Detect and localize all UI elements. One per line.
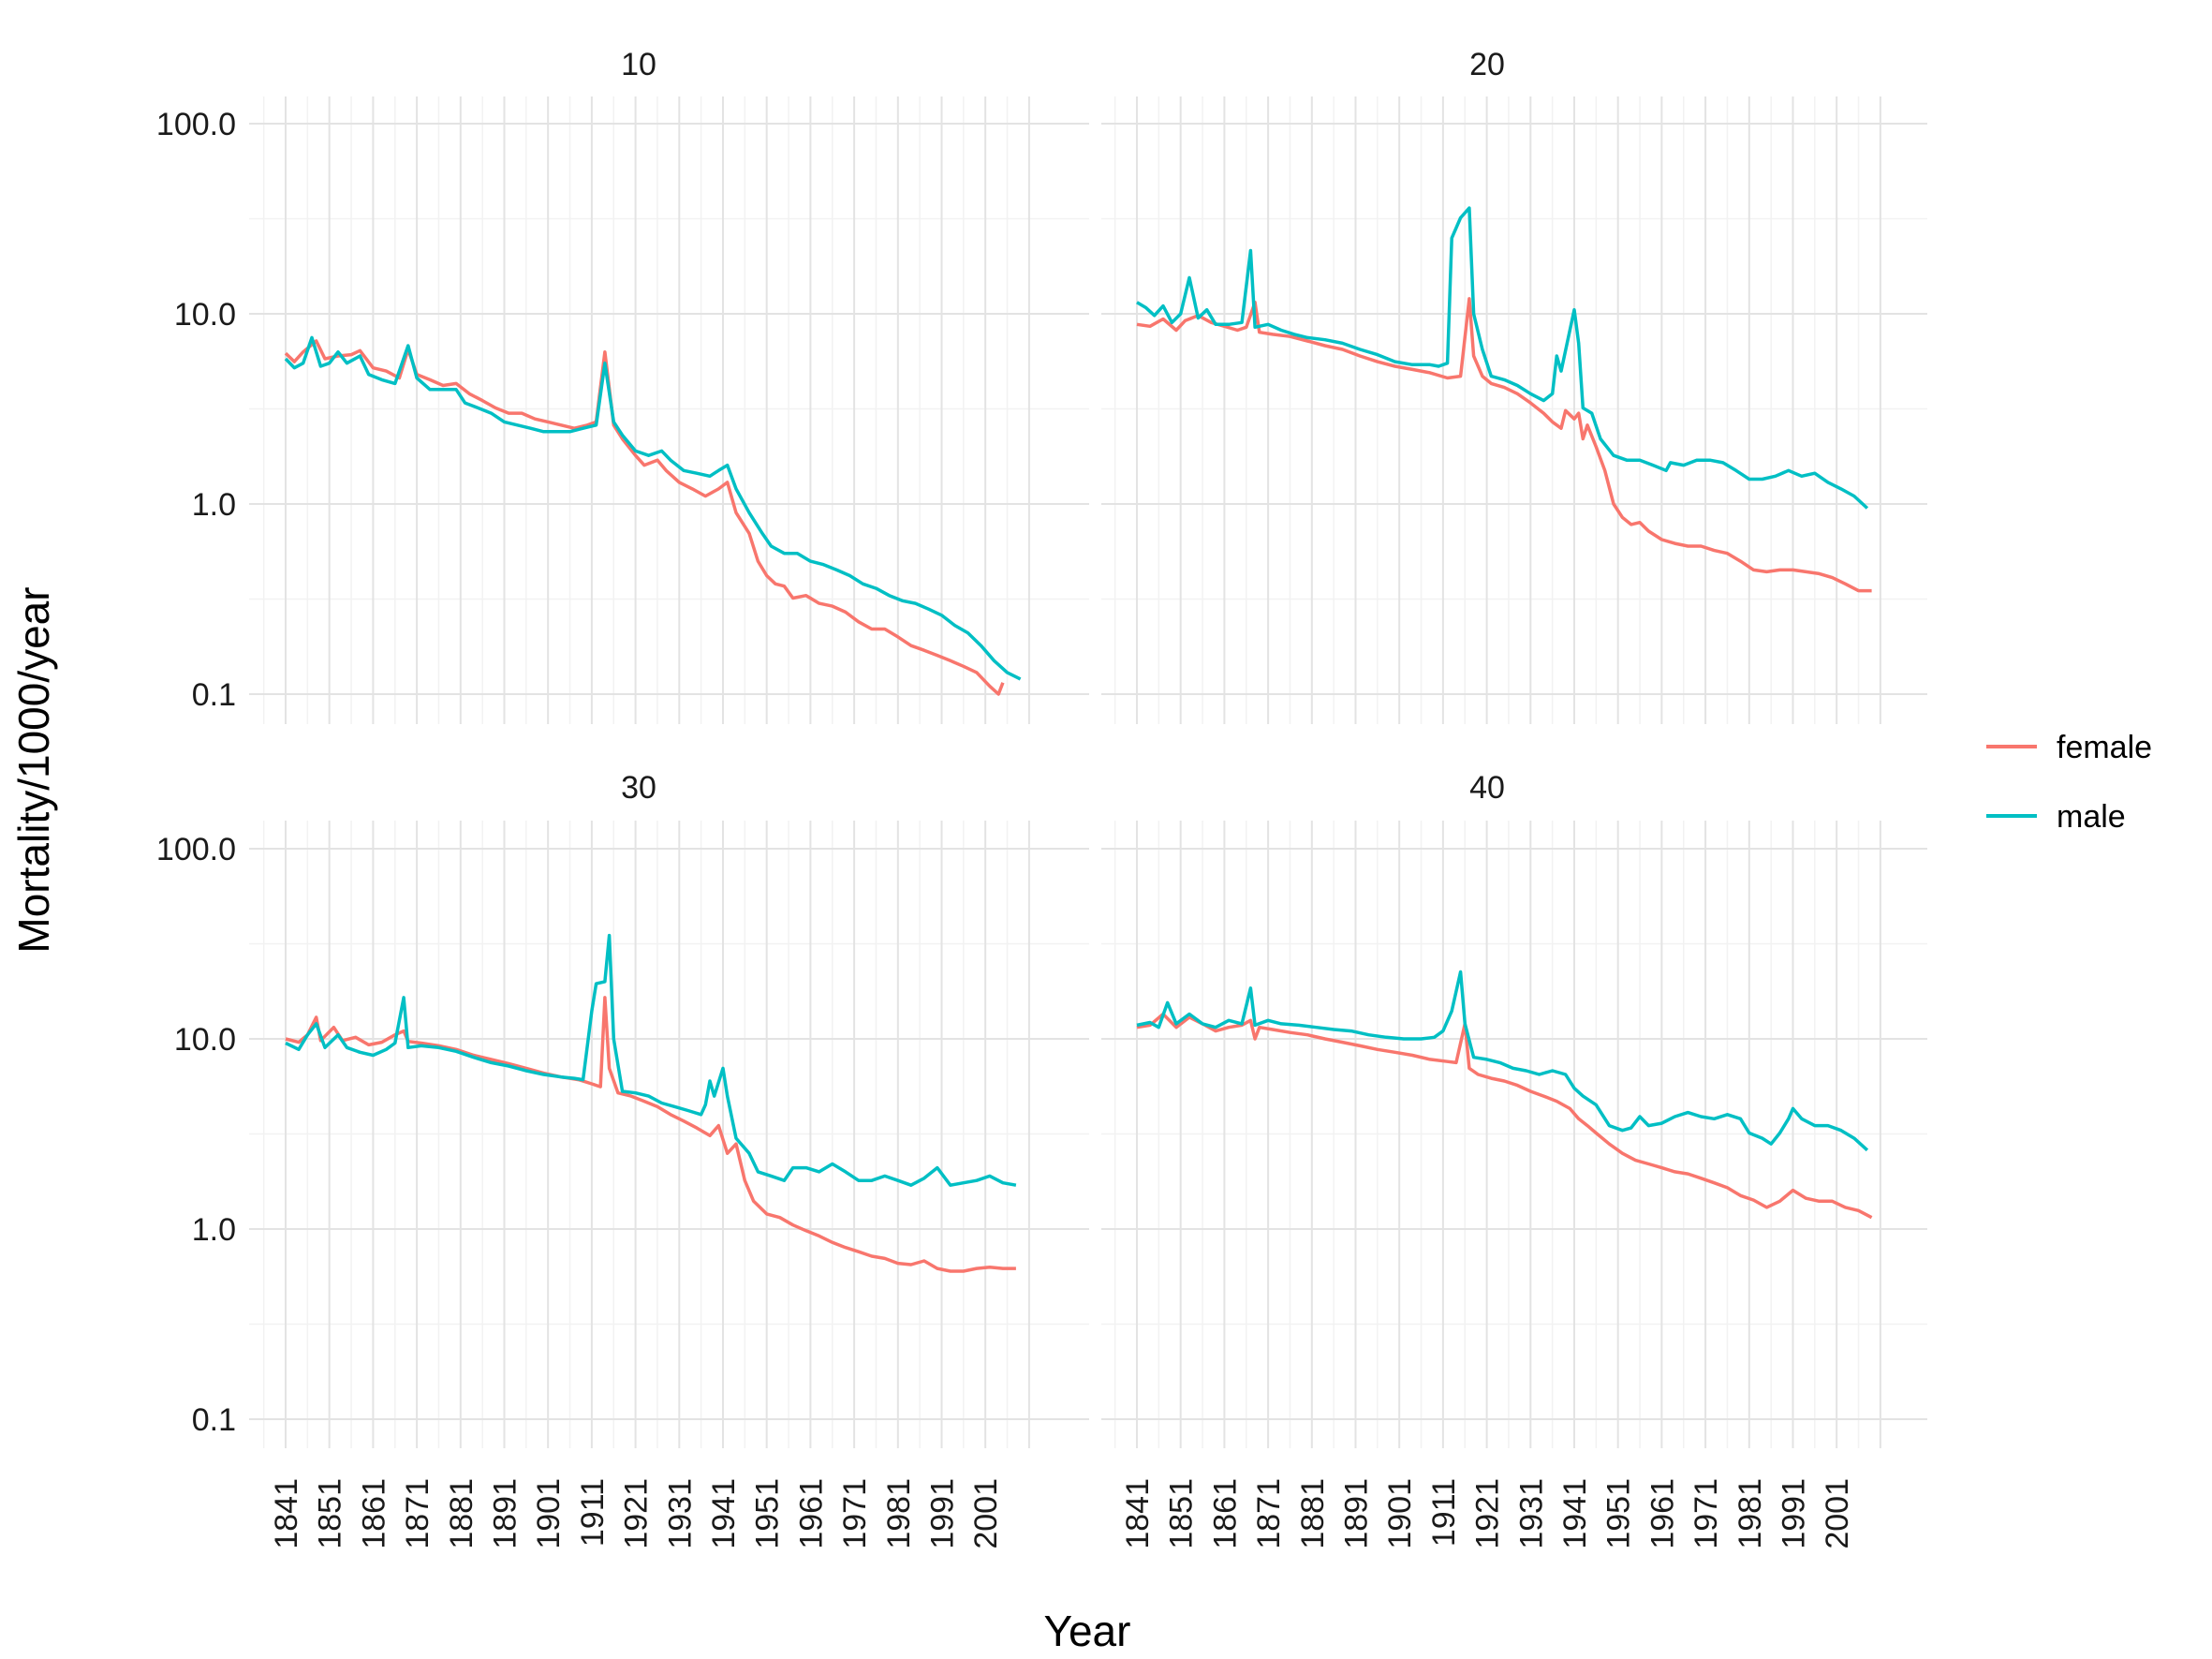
x-tick-label: 1971 [837, 1478, 873, 1549]
legend-label-male: male [2057, 799, 2126, 835]
x-tick-label: 1931 [662, 1478, 698, 1549]
panel-title: 10 [621, 47, 656, 82]
x-axis-title: Year [1044, 1607, 1131, 1655]
x-tick-label: 1961 [1644, 1478, 1680, 1549]
x-tick-label: 1841 [269, 1478, 304, 1549]
series-line-female [284, 339, 1005, 696]
x-tick-label: 1981 [1733, 1478, 1768, 1549]
x-tick-label: 1881 [1295, 1478, 1331, 1549]
x-tick-label: 1941 [706, 1478, 742, 1549]
x-tick-label: 1991 [1777, 1478, 1812, 1549]
panel-20: 20 [1101, 47, 1927, 724]
panel-title: 30 [621, 770, 656, 806]
y-tick-label: 10.0 [174, 297, 236, 333]
x-tick-label: 1981 [881, 1478, 917, 1549]
panel-40: 1841 1851 1861 1871 1881 1891 1901 1911 1921 1931… [1101, 770, 1927, 1549]
y-tick-label: 100.0 [156, 832, 236, 867]
x-tick-label: 1991 [925, 1478, 961, 1549]
y-tick-label: 1.0 [192, 1212, 236, 1248]
x-tick-label: 1941 [1557, 1478, 1593, 1549]
x-tick-label: 1921 [1470, 1478, 1506, 1549]
x-tick-label: 1891 [1339, 1478, 1375, 1549]
x-tick-label: 1851 [313, 1478, 348, 1549]
y-tick-label: 10.0 [174, 1022, 236, 1058]
y-tick-label: 100.0 [156, 107, 236, 142]
y-tick-label: 0.1 [192, 1402, 236, 1438]
series-line-male [1136, 970, 1869, 1152]
y-tick-label: 0.1 [192, 677, 236, 713]
y-axis-title: Mortality/1000/year [9, 586, 58, 953]
x-tick-label: 1861 [356, 1478, 391, 1549]
series-line-male [284, 335, 1022, 681]
series-line-female [1136, 297, 1872, 593]
x-tick-label: 1931 [1513, 1478, 1549, 1549]
panel-10: 0.1 1.0 10.0 100.0 10 [156, 47, 1089, 724]
x-tick-label: 1871 [400, 1478, 435, 1549]
x-tick-label: 1881 [444, 1478, 479, 1549]
x-tick-label: 1911 [575, 1478, 611, 1547]
panel-title: 40 [1469, 770, 1505, 806]
x-tick-label: 1851 [1164, 1478, 1200, 1549]
x-tick-label: 1901 [1382, 1478, 1418, 1549]
x-tick-label: 1871 [1251, 1478, 1287, 1549]
x-tick-label: 2001 [1820, 1478, 1855, 1549]
series-line-female [1136, 1012, 1873, 1220]
series-line-male [1136, 206, 1869, 510]
legend-label-female: female [2057, 730, 2152, 765]
x-tick-label: 1961 [793, 1478, 829, 1549]
x-tick-label: 1911 [1426, 1478, 1462, 1547]
x-tick-label: 1951 [1601, 1478, 1637, 1549]
x-tick-label: 1901 [531, 1478, 567, 1549]
series-line-male [285, 933, 1017, 1187]
y-tick-label: 1.0 [192, 487, 236, 523]
x-tick-label: 2001 [968, 1478, 1004, 1549]
x-tick-label: 1841 [1120, 1478, 1156, 1549]
x-tick-label: 1891 [488, 1478, 524, 1549]
x-tick-label: 1951 [750, 1478, 786, 1549]
x-tick-label: 1861 [1207, 1478, 1243, 1549]
x-tick-label: 1921 [619, 1478, 655, 1549]
legend: female male [1986, 730, 2152, 835]
x-tick-label: 1971 [1688, 1478, 1724, 1549]
panel-title: 20 [1469, 47, 1505, 82]
series-line-female [285, 996, 1016, 1273]
